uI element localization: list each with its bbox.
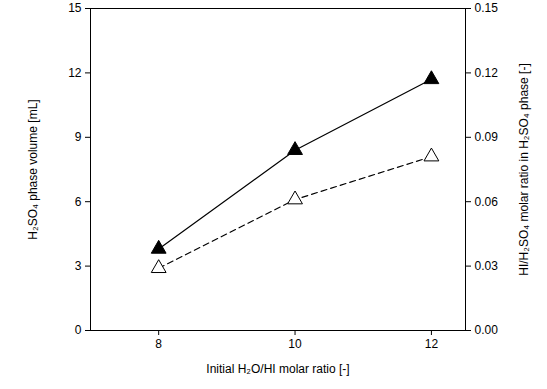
svg-text:6: 6 [75,195,82,209]
svg-text:0.03: 0.03 [475,259,499,273]
svg-text:H₂SO₄ phase volume [mL]: H₂SO₄ phase volume [mL] [26,99,40,239]
svg-text:0.12: 0.12 [475,66,499,80]
svg-text:0.09: 0.09 [475,130,499,144]
svg-text:0.15: 0.15 [475,1,499,15]
svg-text:15: 15 [68,1,82,15]
svg-text:HI/H₂SO₄ molar ratio in H₂SO₄: HI/H₂SO₄ molar ratio in H₂SO₄ phase [-] [517,63,531,276]
svg-text:12: 12 [68,66,82,80]
svg-text:Initial H₂O/HI molar ratio [-]: Initial H₂O/HI molar ratio [-] [206,362,349,376]
svg-text:3: 3 [75,259,82,273]
svg-text:0.06: 0.06 [475,195,499,209]
svg-text:0: 0 [75,323,82,337]
svg-text:9: 9 [75,130,82,144]
svg-text:8: 8 [155,337,162,351]
svg-text:12: 12 [425,337,439,351]
svg-text:0.00: 0.00 [475,323,499,337]
svg-text:10: 10 [288,337,302,351]
